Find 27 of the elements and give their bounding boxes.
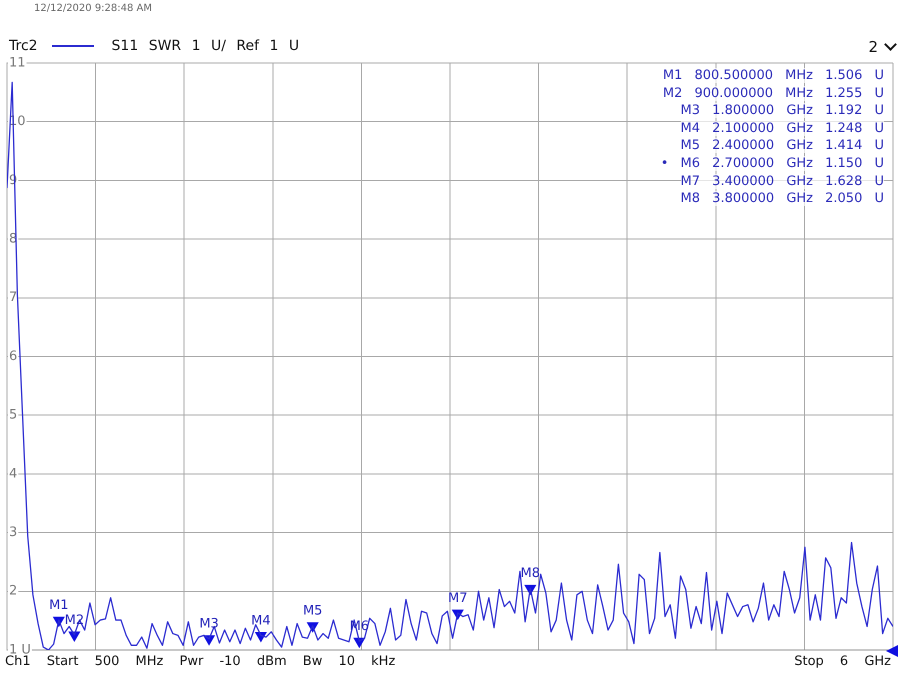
text: 2 (868, 38, 878, 56)
annotation: M4 (251, 613, 271, 628)
annotation: M8 3.800000 GHz 2.050 U (680, 191, 884, 206)
annotation: M3 (199, 616, 219, 632)
chart-subtitle: S11 SWR 1 U/ Ref 1 U (112, 38, 300, 54)
y-tick-label: 4 (9, 466, 18, 482)
annotation: M8 (520, 566, 540, 582)
text: Stop 6 GHz (794, 654, 891, 669)
y-tick-label: 11 (9, 55, 26, 70)
annotation: M3 1.800000 GHz 1.192 U (680, 103, 884, 118)
y-tick-label: 3 (9, 524, 18, 540)
y-tick-label: 2 (9, 584, 18, 599)
annotation: M4 2.100000 GHz 1.248 U (680, 120, 884, 136)
annotation: M1 800.500000 MHz 1.506 U (662, 68, 884, 83)
annotation: • M6 2.700000 GHz 1.150 U (660, 156, 884, 171)
annotation: M2 900.000000 MHz 1.255 U (662, 86, 884, 101)
y-tick-label: 7 (9, 290, 18, 306)
annotation: M7 (448, 591, 468, 606)
annotation: M2 (64, 612, 84, 628)
annotation: M5 2.400000 GHz 1.414 U (680, 138, 884, 154)
legend-label: Trc2 (9, 38, 38, 54)
annotation: M5 (302, 604, 322, 619)
annotation: M1 (49, 598, 69, 614)
y-tick-label: 6 (9, 348, 18, 364)
annotation: M7 3.400000 GHz 1.628 U (680, 174, 884, 189)
text: 12/12/2020 9:28:48 AM (34, 3, 152, 14)
y-tick-label: 5 (9, 408, 18, 423)
